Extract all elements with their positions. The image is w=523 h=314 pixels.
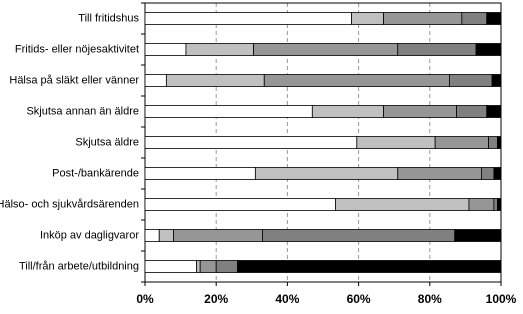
y-tick-label: Till/från arbete/utbildning — [19, 260, 139, 272]
bar-segment — [144, 260, 198, 273]
bar-segment — [454, 229, 502, 242]
y-tick-label: Till fritidshus — [78, 12, 139, 24]
bar-segment — [144, 12, 352, 25]
bar-segment — [383, 105, 457, 118]
bar-segment — [481, 167, 495, 180]
bar-segment — [254, 167, 399, 180]
bar-segment — [262, 229, 456, 242]
bar-segment — [199, 260, 217, 273]
bar-segment — [237, 260, 502, 273]
bar-segment — [351, 12, 384, 25]
bar-segment — [397, 167, 482, 180]
x-tick-label: 80% — [418, 292, 442, 306]
bar-segment — [144, 105, 313, 118]
bar-segment — [497, 198, 502, 211]
bar-segment — [335, 198, 470, 211]
bar-segment — [215, 260, 238, 273]
bar-segment — [144, 198, 336, 211]
bar-segment — [475, 43, 502, 56]
bar-segment — [158, 229, 174, 242]
bar-segment — [383, 12, 463, 25]
x-tick-label: 20% — [204, 292, 228, 306]
y-tick-label: Hälso- och sjukvårdsärenden — [0, 198, 139, 210]
bar-segment — [493, 198, 498, 211]
x-tick-label: 100% — [486, 292, 517, 306]
bar-segment — [434, 136, 489, 149]
bar-segment — [493, 167, 502, 180]
bar-segment — [488, 136, 498, 149]
bar-segment — [311, 105, 384, 118]
bar-segment — [165, 74, 265, 87]
bar-segment — [497, 136, 502, 149]
y-tick-label: Skjutsa annan än äldre — [26, 105, 139, 117]
bar-segment — [456, 105, 488, 118]
bar-segment — [397, 43, 477, 56]
bar-segment — [144, 136, 358, 149]
y-tick-label: Fritids- eller nöjesaktivitet — [15, 43, 139, 55]
bar-segment — [356, 136, 436, 149]
bar-segment — [144, 74, 167, 87]
y-tick-label: Hälsa på släkt eller vänner — [9, 74, 139, 86]
bar-segment — [468, 198, 495, 211]
bar-segment — [196, 260, 201, 273]
x-tick-label: 0% — [136, 292, 154, 306]
bar-segment — [491, 74, 502, 87]
bar-segment — [144, 43, 187, 56]
bar-segment — [253, 43, 399, 56]
x-tick-label: 60% — [347, 292, 371, 306]
y-tick-label: Post-/bankärende — [52, 167, 139, 179]
bar-segment — [144, 167, 256, 180]
bar-segment — [461, 12, 488, 25]
bar-segment — [486, 12, 502, 25]
bar-segment — [448, 74, 493, 87]
x-tick-label: 40% — [275, 292, 299, 306]
bar-segment — [144, 229, 160, 242]
bar-segment — [263, 74, 450, 87]
y-tick-label: Inköp av dagligvaror — [40, 229, 139, 241]
bar-segment — [185, 43, 254, 56]
bar-segment — [486, 105, 502, 118]
y-tick-label: Skjutsa äldre — [75, 136, 139, 148]
bar-segment — [173, 229, 263, 242]
